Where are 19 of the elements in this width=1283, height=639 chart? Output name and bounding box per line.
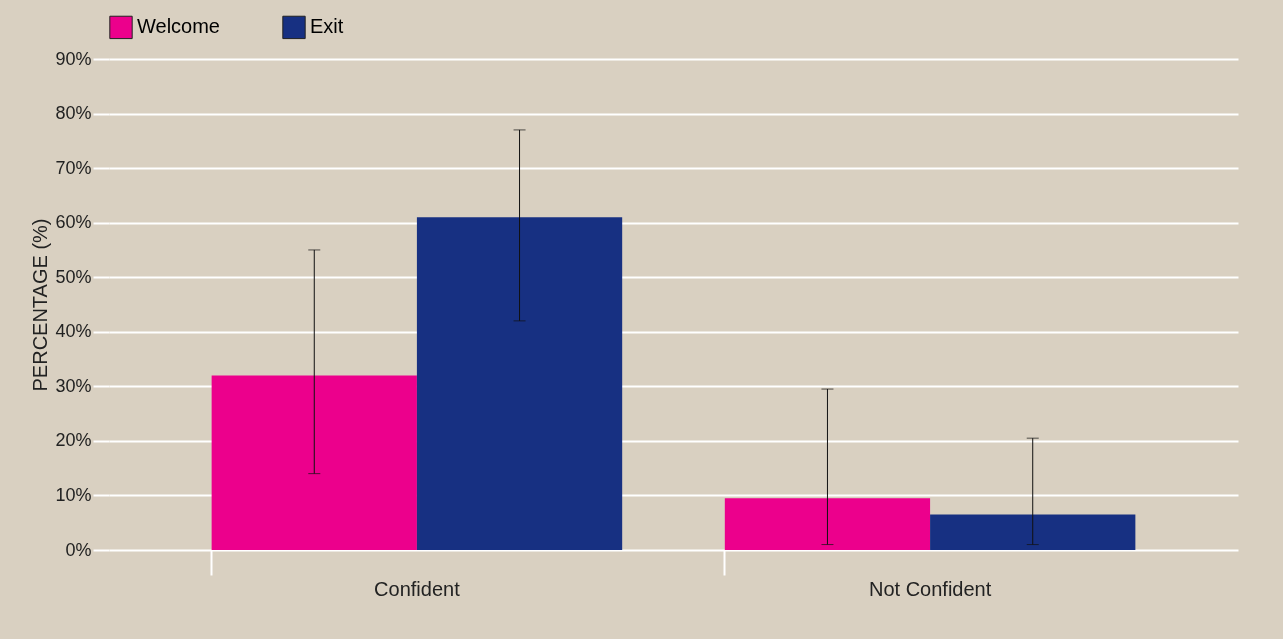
y-tick-label: 90%	[55, 48, 92, 69]
y-tick-label: 80%	[55, 103, 92, 124]
y-tick-label: 30%	[55, 375, 92, 396]
y-axis-title: PERCENTAGE (%)	[29, 218, 52, 392]
y-tick-label: 20%	[55, 430, 92, 451]
bar	[211, 375, 417, 550]
legend-label: Exit	[310, 15, 344, 38]
legend-label: Welcome	[137, 15, 220, 38]
x-tick-label: Confident	[374, 577, 461, 600]
bar	[724, 498, 931, 550]
y-tick-label: 50%	[55, 266, 92, 287]
y-tick-label: 10%	[55, 484, 92, 505]
y-tick-label: 40%	[55, 321, 92, 342]
y-tick-label: 70%	[55, 157, 92, 178]
bar	[930, 514, 1136, 550]
y-tick-label: 0%	[65, 539, 92, 560]
x-tick-label: Not Confident	[868, 577, 992, 600]
bar	[416, 217, 623, 550]
y-tick-label: 60%	[55, 212, 92, 233]
